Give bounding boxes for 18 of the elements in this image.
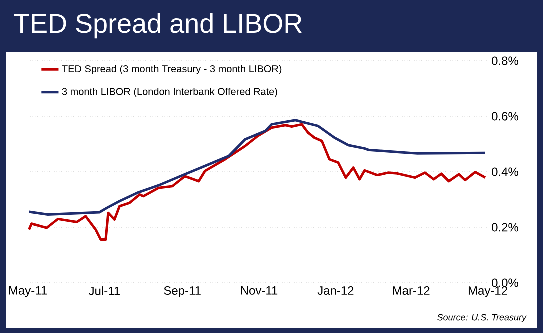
x-tick-label: Sep-11 [164, 286, 201, 298]
y-tick-label: 0.0% [492, 278, 518, 288]
x-tick-label: May-12 [468, 286, 508, 298]
x-tick-label: Jan-12 [318, 286, 354, 296]
x-tick-label: Jul-11 [88, 286, 120, 296]
source-note: Source: U.S. Treasury [438, 314, 527, 322]
line-series [28, 119, 487, 216]
chart-title: TED Spread and LIBOR [14, 13, 302, 39]
legend-label: TED Spread (3 month Treasury - 3 month LIBOR) [62, 65, 282, 75]
line-series [28, 123, 487, 241]
x-tick-label: Mar-12 [393, 286, 430, 296]
x-tick-label: May-11 [9, 286, 47, 298]
legend-label: 3 month LIBOR (London Interbank Offered Rate) [62, 88, 278, 98]
y-tick-label: 0.4% [492, 168, 518, 176]
y-tick-label: 0.6% [492, 112, 518, 121]
x-tick-label: Nov-11 [241, 286, 278, 295]
y-tick-label: 0.2% [492, 223, 518, 232]
y-tick-label: 0.8% [492, 56, 518, 66]
